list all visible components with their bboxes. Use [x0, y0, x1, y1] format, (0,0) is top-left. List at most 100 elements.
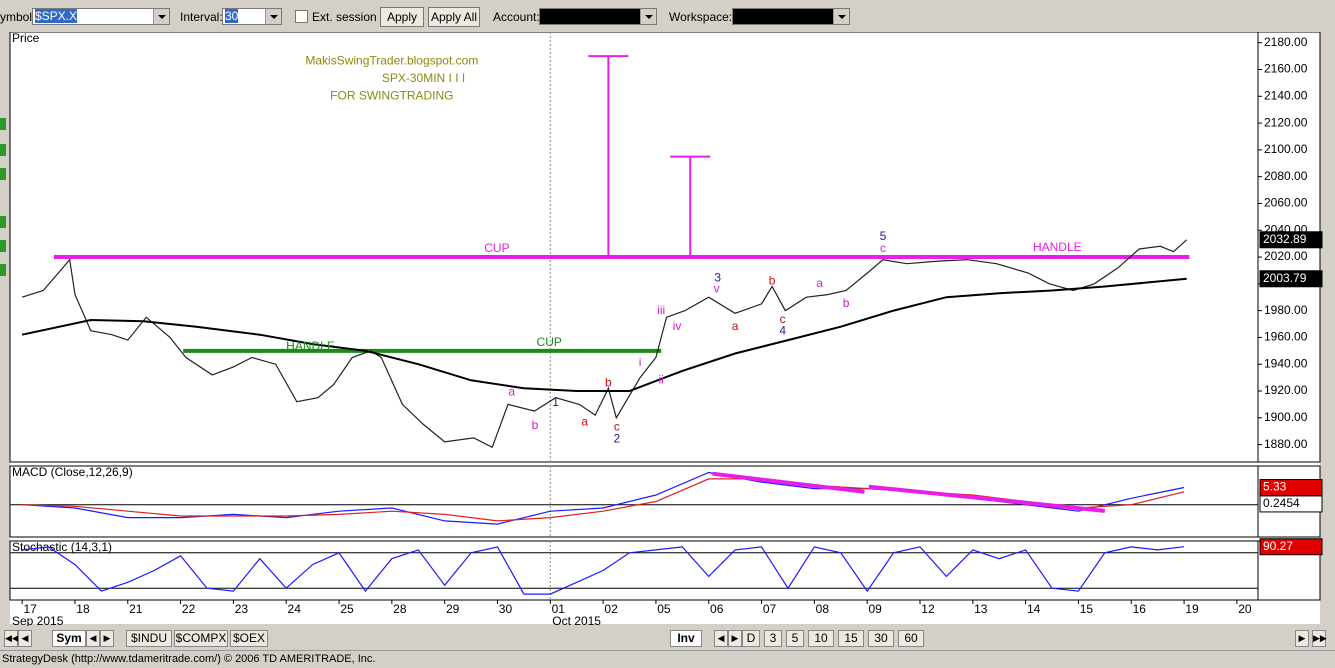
annotation: b — [843, 296, 850, 310]
last-value-label: 2003.79 — [1263, 271, 1307, 285]
x-tick-label: 09 — [868, 602, 882, 616]
last-value-label: 2032.89 — [1263, 232, 1307, 246]
interval-tab[interactable]: 30 — [868, 630, 894, 647]
inv-tab[interactable]: Inv — [670, 630, 702, 647]
x-tick-label: 17 — [23, 602, 37, 616]
x-tick-label: 02 — [604, 602, 618, 616]
symbol-tab[interactable]: $INDU — [126, 630, 172, 647]
interval-tab[interactable]: 10 — [808, 630, 834, 647]
interval-tab[interactable]: 5 — [786, 630, 804, 647]
interval-tab[interactable]: 15 — [838, 630, 864, 647]
x-period-label: Oct 2015 — [552, 614, 601, 628]
apply-button[interactable]: Apply — [380, 7, 424, 27]
account-label: Account: — [493, 10, 540, 24]
workspace-label: Workspace: — [669, 10, 733, 24]
scroll-arrow[interactable]: ▶ — [728, 630, 742, 647]
x-tick-label: 01 — [552, 602, 566, 616]
interval-label: Interval: — [180, 10, 223, 24]
annotation: b — [605, 376, 612, 390]
y-tick-label: 2020.00 — [1264, 249, 1308, 263]
annotation: ii — [659, 372, 664, 386]
annotation: a — [816, 276, 823, 290]
interval-tab[interactable]: 3 — [764, 630, 782, 647]
scroll-arrow[interactable]: ▶ — [1295, 630, 1309, 647]
left-icons — [0, 118, 6, 276]
series-line — [21, 277, 1187, 392]
workspace-combo[interactable] — [732, 8, 850, 25]
apply-all-button[interactable]: Apply All — [428, 7, 480, 27]
y-tick-label: 1920.00 — [1264, 383, 1308, 397]
last-value-box — [1259, 270, 1323, 288]
scroll-arrow[interactable]: ◀ — [86, 630, 100, 647]
scroll-arrow[interactable]: ▶▶ — [1312, 630, 1327, 647]
x-tick-label: 20 — [1238, 602, 1252, 616]
y-tick-label: 2080.00 — [1264, 169, 1308, 183]
last-value-box — [1259, 231, 1323, 249]
trendline — [712, 471, 865, 494]
x-period-label: Sep 2015 — [12, 614, 64, 628]
annotation: a — [732, 319, 739, 333]
annotation: 1 — [552, 395, 559, 409]
interval-tab[interactable]: 60 — [898, 630, 924, 647]
x-tick-label: 21 — [129, 602, 143, 616]
x-tick-label: 13 — [974, 602, 988, 616]
interval-combo[interactable]: 30 — [222, 8, 282, 25]
scroll-arrow[interactable]: ◀◀ — [4, 630, 19, 647]
interval-tab[interactable]: D — [742, 630, 760, 647]
y-tick-label: 2180.00 — [1264, 35, 1308, 49]
annotation: 5 — [880, 229, 887, 243]
annotation: a — [581, 415, 588, 429]
last-value-label: 0.2454 — [1263, 496, 1300, 510]
series-line — [21, 239, 1188, 449]
annotation: CUP — [484, 241, 509, 255]
y-tick-label: 1940.00 — [1264, 356, 1308, 370]
last-value-label: 90.27 — [1263, 539, 1293, 553]
y-tick-label: 2140.00 — [1264, 88, 1308, 102]
annotation: SPX-30MIN I I I — [382, 71, 465, 85]
x-tick-label: 18 — [76, 602, 90, 616]
symbol-tab[interactable]: $COMPX — [174, 630, 228, 647]
annotation: c — [780, 312, 786, 326]
annotation: b — [769, 273, 776, 287]
symbol-tab[interactable]: $OEX — [230, 630, 268, 647]
annotation: 4 — [779, 324, 786, 338]
side-toolbar — [1320, 32, 1335, 624]
y-tick-label: 2120.00 — [1264, 115, 1308, 129]
trendline — [868, 484, 1106, 513]
y-tick-label: 1960.00 — [1264, 330, 1308, 344]
ext-session-label: Ext. session — [312, 10, 377, 24]
annotation: MakisSwingTrader.blogspot.com — [305, 54, 478, 68]
annotation: a — [508, 385, 515, 399]
symbol-combo[interactable]: $SPX.X — [32, 8, 170, 25]
symbol-value: $SPX.X — [35, 9, 78, 23]
status-bar: StrategyDesk (http://www.tdameritrade.co… — [0, 650, 1335, 668]
x-tick-label: 25 — [340, 602, 354, 616]
account-combo[interactable] — [539, 8, 657, 25]
ext-session-checkbox[interactable] — [295, 10, 308, 23]
panel-title: MACD (Close,12,26,9) — [12, 465, 133, 479]
last-value-label: 5.33 — [1263, 480, 1287, 494]
annotation: b — [532, 418, 539, 432]
scroll-arrow[interactable]: ▶ — [100, 630, 114, 647]
y-tick-label: 2060.00 — [1264, 196, 1308, 210]
sheet-tab[interactable]: Sym — [52, 630, 86, 647]
last-value-box — [1259, 538, 1323, 556]
x-tick-label: 29 — [446, 602, 460, 616]
x-tick-label: 16 — [1133, 602, 1147, 616]
chart-background — [10, 32, 1320, 624]
last-value-box — [1259, 495, 1323, 513]
annotation: HANDLE — [1033, 240, 1082, 254]
x-tick-label: 28 — [393, 602, 407, 616]
x-tick-label: 07 — [763, 602, 777, 616]
scroll-arrow[interactable]: ◀ — [714, 630, 728, 647]
annotation: HANDLE — [286, 339, 335, 353]
x-tick-label: 05 — [657, 602, 671, 616]
annotation: FOR SWINGTRADING — [330, 88, 453, 102]
scroll-arrow[interactable]: ◀ — [18, 630, 32, 647]
annotation: iii — [657, 303, 665, 317]
interval-value: 30 — [225, 9, 239, 23]
y-tick-label: 1880.00 — [1264, 437, 1308, 451]
x-tick-label: 15 — [1080, 602, 1094, 616]
